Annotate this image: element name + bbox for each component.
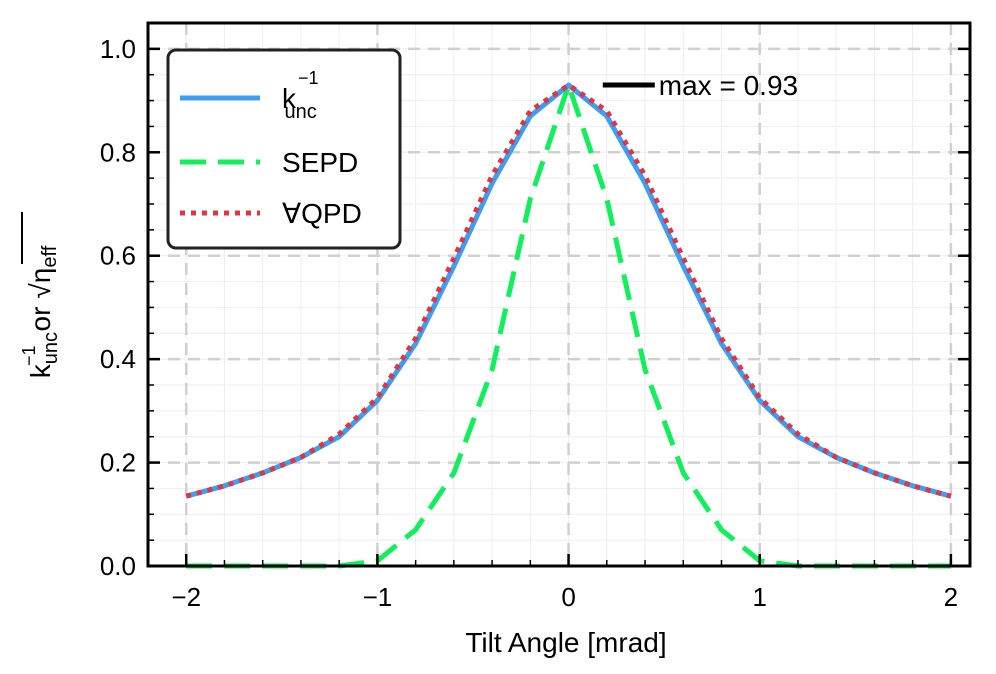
y-tick-label: 0.8 [100,137,136,167]
y-title-sqrt: √ [25,283,56,299]
legend: k−1 unc SEPD ∀QPD [166,48,402,250]
ticks: −2 −1 0 1 2 0.0 0.2 0.4 0.6 0.8 1.0 [100,22,970,612]
legend-label-kunc-sup: −1 [298,68,319,88]
series-layer [185,82,952,569]
legend-label-qpd: ∀QPD [282,198,362,229]
legend-label-sepd: SEPD [282,147,358,178]
y-title-or: or [25,307,56,332]
x-tick-label: 1 [752,582,766,612]
legend-entry-qpd: ∀QPD [180,198,362,229]
y-title-k: k [25,363,56,378]
y-tick-label: 0.2 [100,448,136,478]
y-tick-label: 0.4 [100,344,136,374]
legend-label-kunc: k [282,83,297,114]
axes [146,21,972,568]
y-tick-label: 1.0 [100,34,136,64]
y-title-eta-sub: eff [39,245,61,267]
legend-entry-kunc: k−1 unc [180,68,319,123]
x-tick-label: −2 [171,582,201,612]
annotation: max = 0.93 [602,70,798,101]
y-title-sub: unc [40,332,62,364]
svg-text:kunc−1or√ηeff: kunc−1 or √ηeff [19,245,62,378]
y-tick-label: 0.6 [100,241,136,271]
y-title-sup: −1 [19,345,39,366]
x-axis-title: Tilt Angle [mrad] [465,627,666,658]
legend-label-kunc-sub: unc [285,101,317,123]
plot-frame [146,21,972,568]
annotation-text: max = 0.93 [659,70,798,101]
y-tick-label: 0.0 [100,551,136,581]
y-axis-title: kunc−1 or √ηeff [19,212,62,378]
legend-entry-sepd: SEPD [180,147,358,178]
x-tick-label: 2 [944,582,958,612]
x-tick-label: −1 [363,582,393,612]
series-line-2 [185,82,952,499]
y-title-eta: η [25,268,56,284]
x-tick-label: 0 [561,582,575,612]
